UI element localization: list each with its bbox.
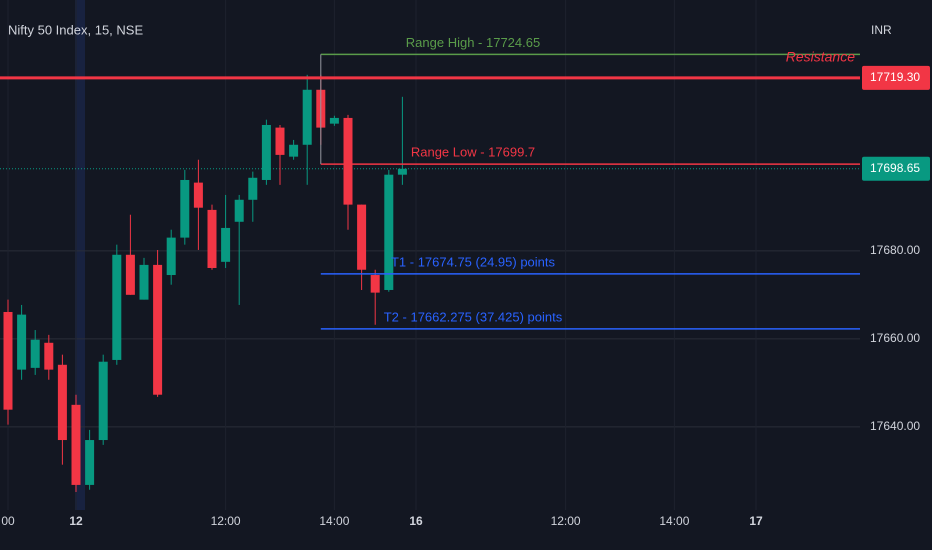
candle-body xyxy=(357,204,367,270)
candle-body xyxy=(112,254,122,360)
level-label: T2 - 17662.275 (37.425) points xyxy=(384,309,563,324)
price-tag xyxy=(862,65,930,90)
grid xyxy=(0,0,860,510)
candle-body xyxy=(139,264,149,300)
candle-body xyxy=(98,361,108,441)
candle-body xyxy=(193,182,203,208)
candle-body xyxy=(71,404,81,485)
candle-body xyxy=(207,209,217,268)
candle-body xyxy=(384,174,394,290)
candle-body xyxy=(370,275,380,293)
x-tick-label: 12:00 xyxy=(211,514,241,528)
x-tick-label: 16 xyxy=(409,514,423,528)
candle-body xyxy=(397,168,407,175)
candle-body xyxy=(234,199,244,222)
x-tick-label: 12:00 xyxy=(551,514,581,528)
level-label: Range Low - 17699.7 xyxy=(411,145,535,160)
candle-body xyxy=(125,254,135,295)
candle-body xyxy=(261,124,271,180)
candle-body xyxy=(30,339,40,368)
x-tick-label: 12 xyxy=(69,514,83,528)
candle-body xyxy=(166,237,176,276)
candle-body xyxy=(221,227,231,262)
candle-body xyxy=(180,179,190,238)
candle-body xyxy=(248,177,258,200)
candle-body xyxy=(275,127,285,155)
level-label: T1 - 17674.75 (24.95) points xyxy=(391,254,556,269)
candle-body xyxy=(343,117,353,205)
y-tick-label: 17680.00 xyxy=(870,243,920,257)
plot: Range High - 17724.65 Range Low - 17699.7… xyxy=(0,35,860,492)
price-tag-label: 17698.65 xyxy=(870,161,920,175)
candle-body xyxy=(289,144,299,157)
price-tag-label: 17719.30 xyxy=(870,70,920,84)
candle-body xyxy=(44,342,54,370)
candle-body xyxy=(57,364,67,441)
price-tag xyxy=(862,156,930,181)
x-tick-label: 17 xyxy=(749,514,763,528)
session-highlight xyxy=(75,0,85,510)
x-tick-label: 14:00 xyxy=(659,514,689,528)
level-label: Range High - 17724.65 xyxy=(406,35,540,50)
y-tick-label: 17660.00 xyxy=(870,331,920,345)
candle-body xyxy=(302,89,312,145)
candle-body xyxy=(85,440,95,485)
candle-body xyxy=(3,311,13,410)
x-tick-label: 14:00 xyxy=(319,514,349,528)
resistance-label: Resistance xyxy=(786,49,855,65)
x-tick-label: 00 xyxy=(1,514,15,528)
chart-title: Nifty 50 Index, 15, NSE xyxy=(8,22,143,37)
candle-body xyxy=(153,264,163,395)
candle-body xyxy=(17,314,27,370)
currency: INR xyxy=(871,23,892,37)
candle-body xyxy=(329,117,339,124)
y-tick-label: 17640.00 xyxy=(870,419,920,433)
